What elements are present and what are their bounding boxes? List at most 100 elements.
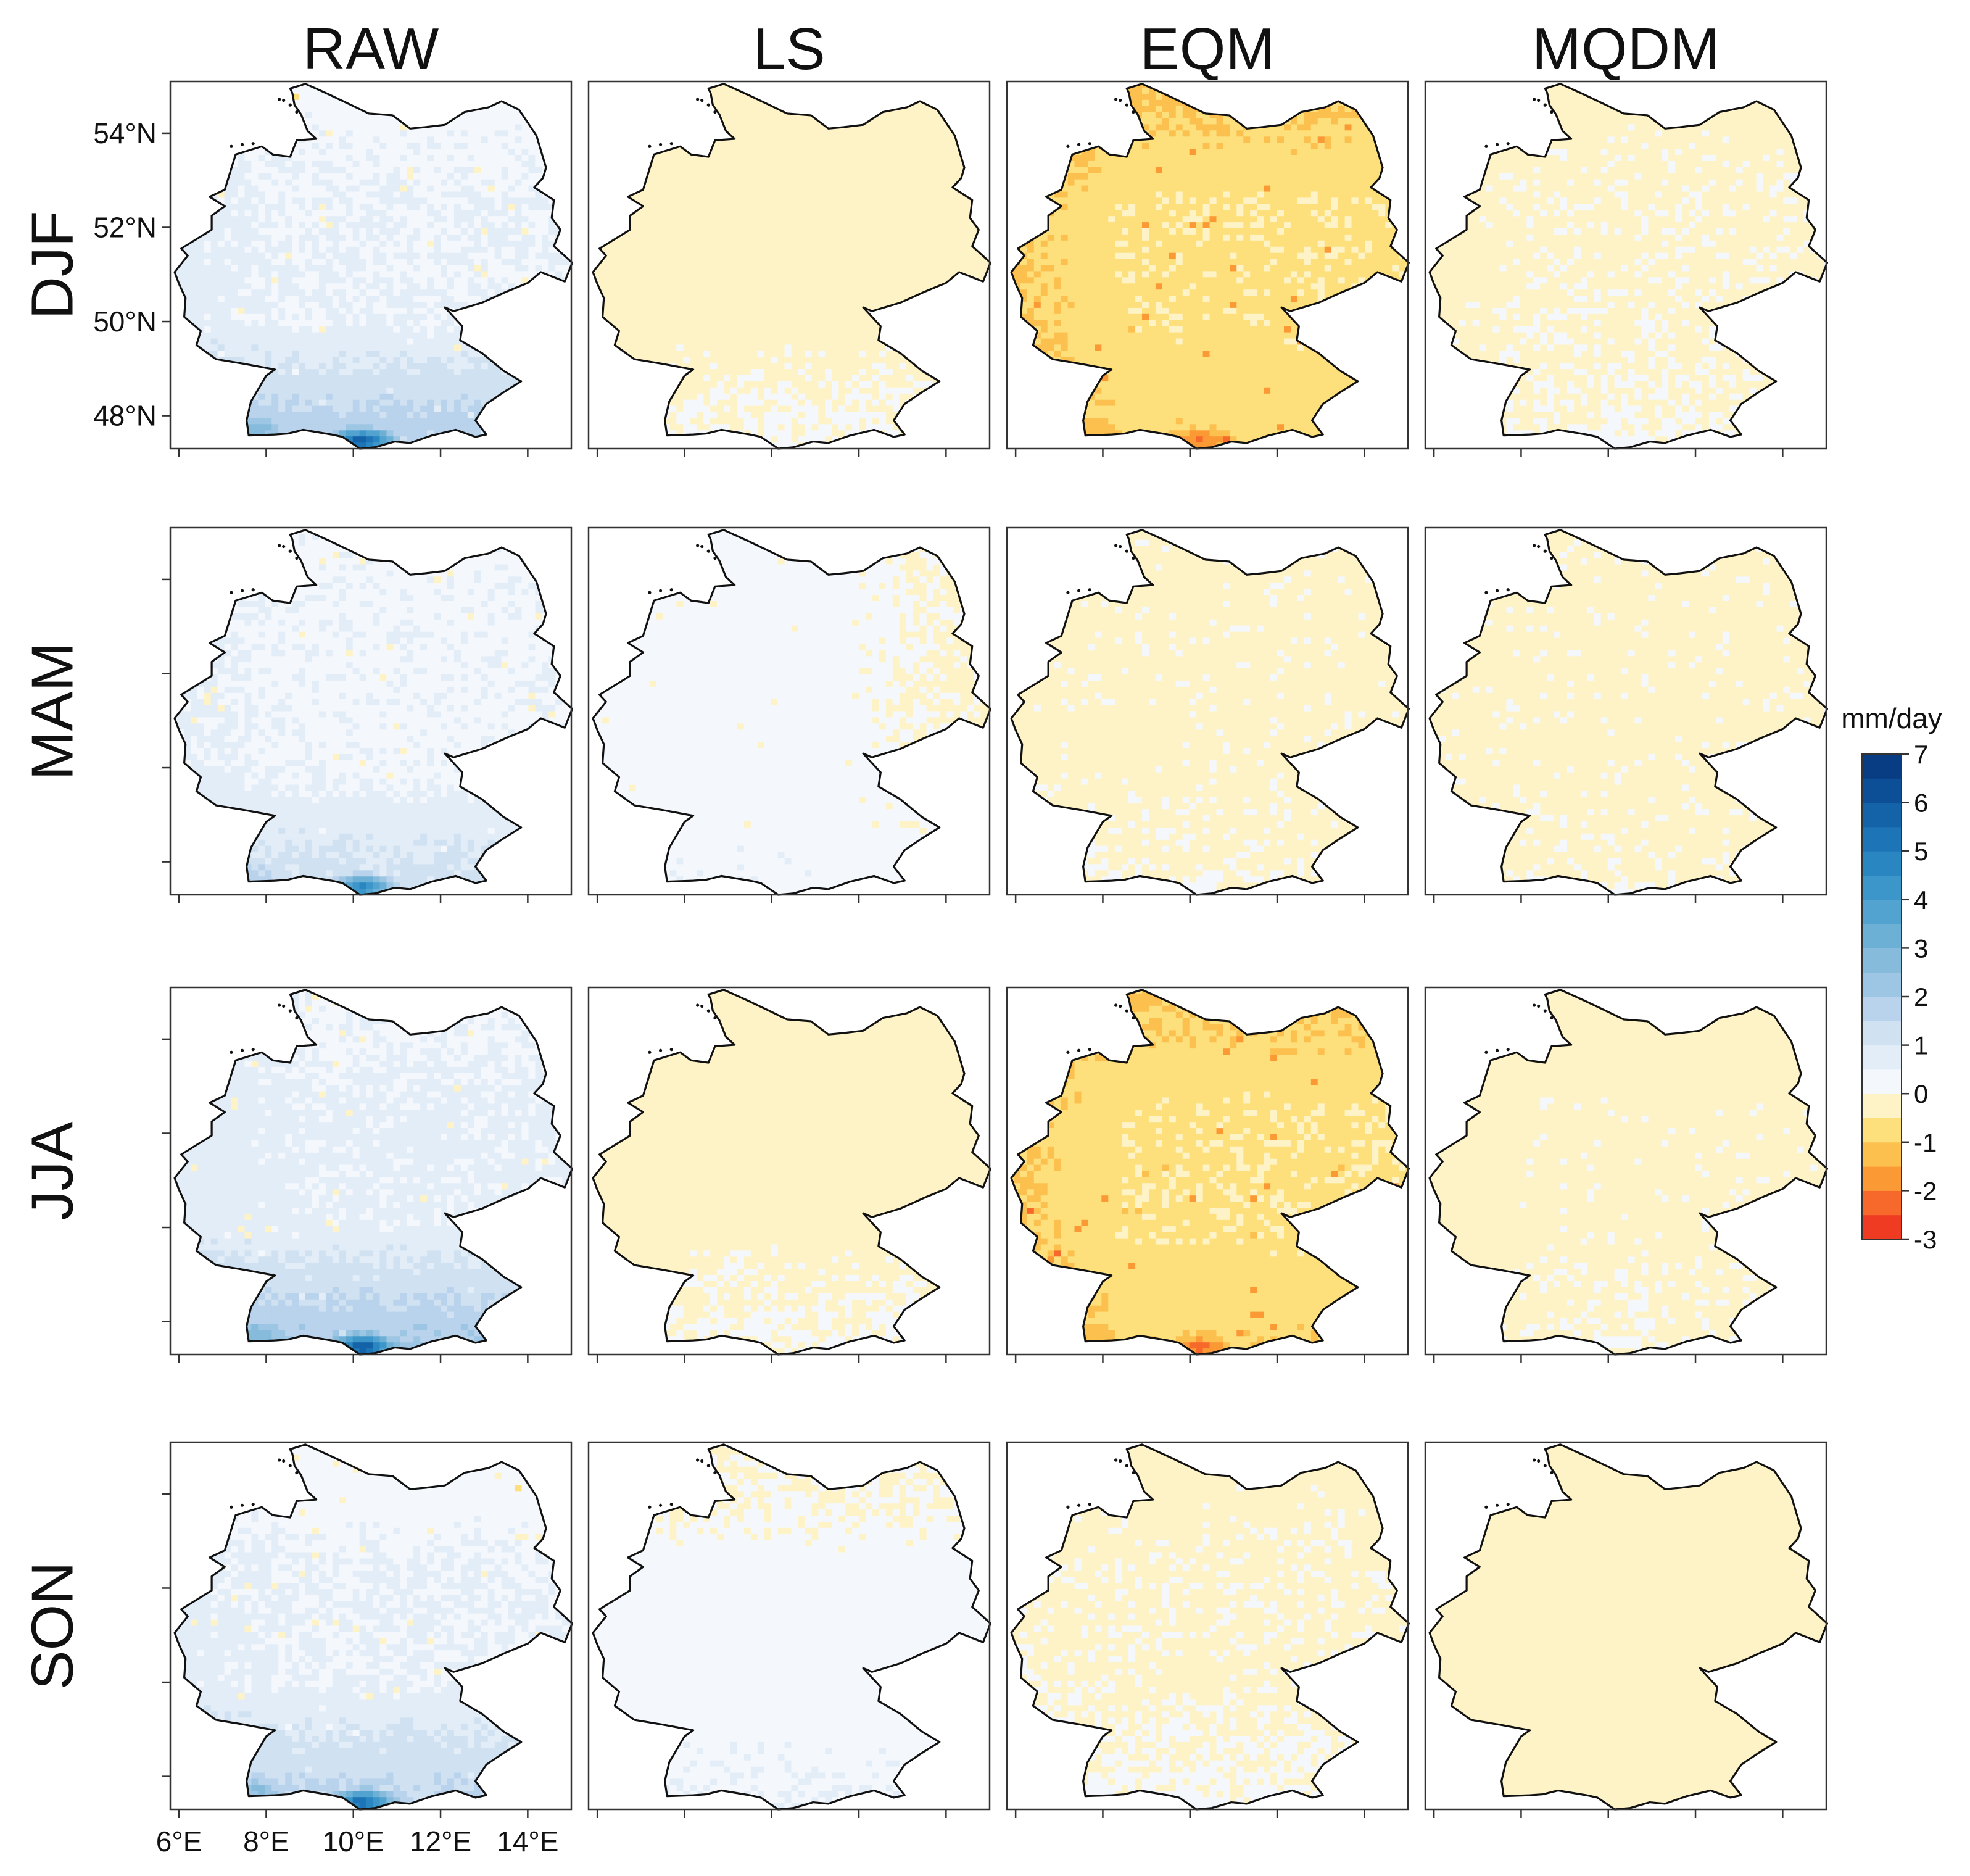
heatmap-cell (676, 204, 684, 210)
heatmap-cell (379, 149, 387, 156)
heatmap-cell (494, 387, 502, 394)
heatmap-cell (784, 179, 792, 186)
heatmap-cell (258, 234, 266, 241)
heatmap-cell (197, 283, 205, 290)
heatmap-cell (946, 130, 954, 137)
heatmap-cell (386, 259, 394, 266)
heatmap-cell (373, 112, 381, 119)
heatmap-cell (899, 179, 907, 186)
heatmap-cell (494, 271, 502, 278)
heatmap-cell (346, 124, 354, 131)
heatmap-cell (386, 399, 394, 407)
heatmap-cell (373, 332, 381, 339)
heatmap-cell (190, 252, 198, 260)
heatmap-cell (420, 363, 428, 370)
heatmap-cell (576, 94, 583, 101)
heatmap-cell (238, 173, 246, 180)
heatmap-cell (292, 179, 299, 186)
heatmap-cell (373, 418, 381, 425)
heatmap-cell (441, 277, 448, 284)
heatmap-cell (899, 160, 907, 168)
heatmap-cell (528, 252, 536, 260)
heatmap-cell (811, 167, 819, 174)
heatmap-cell (535, 149, 543, 156)
heatmap-cell (777, 136, 785, 143)
heatmap-cell (743, 143, 751, 149)
heatmap-cell (190, 259, 198, 266)
heatmap-cell (366, 167, 374, 174)
heatmap-cell (231, 204, 239, 210)
heatmap-cell (292, 149, 299, 156)
heatmap-cell (420, 210, 428, 217)
heatmap-cell (933, 124, 941, 131)
heatmap-cell (453, 124, 461, 131)
heatmap-cell (318, 118, 326, 125)
heatmap-cell (521, 130, 529, 137)
heatmap-cell (352, 118, 360, 125)
heatmap-cell (791, 143, 799, 149)
heatmap-cell (474, 179, 482, 186)
heatmap-cell (400, 449, 407, 455)
heatmap-cell (453, 216, 461, 223)
heatmap-cell (838, 136, 846, 143)
heatmap-cell (683, 155, 691, 162)
heatmap-cell (866, 191, 873, 199)
heatmap-cell (305, 160, 313, 168)
heatmap-cell (366, 296, 374, 302)
heatmap-cell (373, 130, 381, 137)
heatmap-cell (393, 363, 401, 370)
heatmap-cell (285, 302, 292, 309)
heatmap-cell (183, 289, 191, 296)
heatmap-cell (576, 369, 583, 376)
heatmap-cell (305, 313, 313, 321)
heatmap-cell (386, 381, 394, 388)
heatmap-cell (238, 289, 246, 296)
heatmap-cell (447, 265, 455, 272)
heatmap-cell (413, 210, 421, 217)
heatmap-cell (210, 277, 218, 284)
heatmap-cell (305, 234, 313, 241)
heatmap-cell (427, 313, 434, 321)
heatmap-cell (460, 296, 468, 302)
heatmap-cell (386, 204, 394, 210)
heatmap-cell (238, 216, 246, 223)
heatmap-cell (305, 351, 313, 357)
heatmap-cell (373, 252, 381, 260)
heatmap-cell (447, 424, 455, 431)
heatmap-cell (251, 259, 259, 266)
heatmap-cell (427, 363, 434, 370)
heatmap-cell (271, 265, 279, 272)
heatmap-cell (407, 307, 415, 315)
heatmap-cell (441, 222, 448, 229)
heatmap-cell (683, 185, 691, 193)
heatmap-cell (400, 296, 408, 302)
heatmap-cell (238, 351, 246, 357)
heatmap-cell (460, 351, 468, 357)
heatmap-cell (379, 357, 387, 363)
heatmap-cell (359, 344, 367, 352)
heatmap-cell (460, 185, 468, 193)
heatmap-cell (366, 222, 374, 229)
heatmap-cell (407, 210, 415, 217)
heatmap-cell (386, 155, 394, 162)
heatmap-cell (183, 271, 191, 278)
heatmap-cell (576, 112, 583, 119)
heatmap-cell (271, 313, 279, 321)
heatmap-cell (400, 418, 408, 425)
heatmap-cell (913, 136, 921, 143)
heatmap-cell (866, 179, 873, 186)
heatmap-cell (474, 222, 482, 229)
heatmap-cell (244, 307, 252, 315)
heatmap-cell (191, 449, 198, 455)
heatmap-cell (285, 155, 292, 162)
heatmap-cell (379, 393, 387, 401)
heatmap-cell (379, 222, 387, 229)
heatmap-cell (305, 449, 313, 455)
heatmap-cell (217, 289, 225, 296)
heatmap-cell (494, 228, 502, 235)
heatmap-cell (474, 399, 482, 407)
heatmap-cell (366, 449, 374, 455)
heatmap-cell (467, 197, 475, 205)
heatmap-cell (325, 296, 333, 302)
heatmap-cell (265, 412, 273, 419)
